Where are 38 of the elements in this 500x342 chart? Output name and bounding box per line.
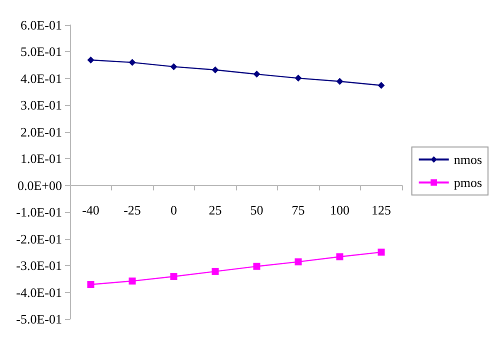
point: [87, 56, 94, 64]
point: [170, 273, 178, 280]
point: [253, 70, 260, 78]
legend-label: pmos: [454, 175, 482, 190]
x-tick-label: 125: [372, 202, 391, 218]
point: [170, 63, 178, 70]
x-tick-label: 0: [170, 202, 177, 218]
x-tick-label: -40: [82, 202, 100, 218]
point: [128, 58, 136, 66]
y-tick-label: 1.0E-01: [20, 151, 62, 166]
point: [336, 78, 344, 85]
legend-label: nmos: [454, 152, 482, 167]
x-tick-label: 50: [250, 202, 264, 218]
point: [212, 66, 219, 74]
point: [128, 278, 136, 285]
point: [378, 82, 385, 89]
point: [294, 258, 302, 266]
y-tick-label: -3.0E-01: [16, 258, 62, 274]
y-tick-label: 4.0E-01: [20, 70, 62, 86]
y-tick-label: 3.0E-01: [20, 98, 62, 113]
y-tick-label: 2.0E-01: [20, 124, 62, 140]
y-tick-label: 5.0E-01: [20, 44, 62, 60]
y-tick-label: -5.0E-01: [16, 312, 62, 326]
point: [87, 281, 94, 288]
point: [212, 268, 219, 275]
point: [336, 253, 344, 260]
x-tick-label: -25: [124, 202, 141, 218]
y-tick-label: -4.0E-01: [16, 284, 62, 300]
y-tick-label: 6.0E-01: [20, 18, 62, 32]
x-tick-label: 75: [292, 202, 305, 218]
x-tick-label: 25: [208, 202, 222, 218]
point: [253, 262, 260, 270]
point: [294, 74, 302, 82]
point: [378, 248, 385, 256]
y-tick-label: -1.0E-01: [16, 204, 62, 220]
y-tick-label: 0.0E+00: [17, 178, 62, 193]
y-tick-label: -2.0E-01: [16, 231, 62, 246]
x-tick-label: 100: [330, 202, 350, 218]
